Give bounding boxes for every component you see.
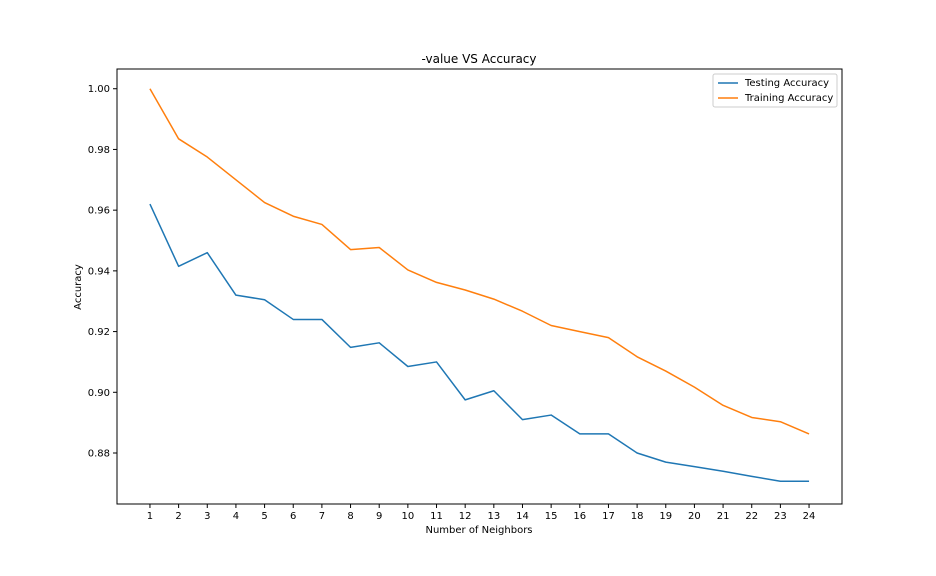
- x-tick-label: 19: [659, 511, 672, 522]
- y-tick-label: 0.90: [88, 388, 110, 399]
- chart-title: -value VS Accuracy: [421, 52, 536, 66]
- legend: Testing Accuracy Training Accuracy: [712, 73, 838, 108]
- x-tick-label: 6: [290, 511, 296, 522]
- x-tick-label: 8: [347, 511, 353, 522]
- series-line-testing-accuracy: [149, 203, 810, 482]
- x-tick-label: 22: [745, 511, 758, 522]
- legend-label-training: Training Accuracy: [744, 93, 833, 104]
- x-tick-label: 4: [233, 511, 239, 522]
- series-line-training-accuracy: [149, 88, 810, 435]
- x-tick-label: 5: [261, 511, 267, 522]
- plot-frame: [116, 68, 843, 505]
- y-axis-label: Accuracy: [73, 264, 84, 310]
- legend-label-testing: Testing Accuracy: [744, 78, 829, 89]
- x-tick-label: 23: [774, 511, 787, 522]
- x-tick-label: 16: [573, 511, 586, 522]
- y-tick-label: 0.96: [88, 206, 110, 217]
- x-tick-label: 17: [602, 511, 615, 522]
- x-axis-label: Number of Neighbors: [425, 525, 532, 536]
- x-tick-label: 14: [516, 511, 529, 522]
- x-tick-label: 20: [688, 511, 701, 522]
- x-tick-label: 3: [204, 511, 210, 522]
- y-tick-label: 0.92: [88, 327, 110, 338]
- x-tick-label: 1: [147, 511, 153, 522]
- x-tick-label: 9: [376, 511, 382, 522]
- y-tick-label: 0.88: [88, 449, 110, 460]
- x-tick-label: 15: [545, 511, 558, 522]
- x-tick-label: 10: [401, 511, 414, 522]
- x-tick-label: 2: [175, 511, 181, 522]
- legend-box: [712, 73, 838, 108]
- x-tick-label: 7: [319, 511, 325, 522]
- x-tick-label: 13: [487, 511, 500, 522]
- x-tick-label: 24: [803, 511, 816, 522]
- x-tick-label: 11: [430, 511, 443, 522]
- x-tick-label: 21: [717, 511, 730, 522]
- y-tick-label: 1.00: [88, 84, 110, 95]
- x-tick-label: 12: [459, 511, 472, 522]
- y-tick-label: 0.94: [88, 266, 110, 277]
- y-tick-label: 0.98: [88, 145, 110, 156]
- x-tick-label: 18: [631, 511, 644, 522]
